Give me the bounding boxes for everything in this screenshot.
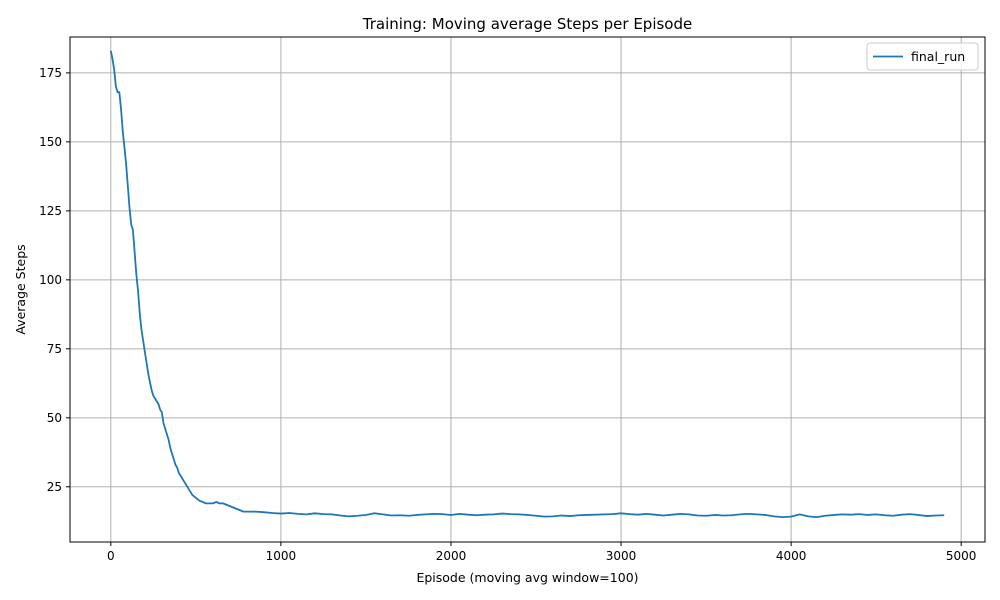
y-tick-label: 150 [39,135,62,149]
legend-box [866,42,979,71]
chart-title: Training: Moving average Steps per Episo… [362,15,692,33]
series-layer [109,50,945,519]
y-tick-label: 25 [47,480,62,494]
plot-frame [69,36,986,543]
legend-label-final-run: final_run [911,49,965,64]
y-tick-label: 75 [47,342,62,356]
y-tick-label: 100 [39,273,62,287]
x-tick-label: 0 [107,549,115,563]
grid [70,37,985,542]
y-tick-label: 175 [39,66,62,80]
series-line-final-run [109,50,945,519]
legend: final_run [866,42,979,71]
x-tick-label: 4000 [776,549,807,563]
x-tick-label: 5000 [946,549,977,563]
ticks: 0 1000 2000 3000 4000 5000 25 50 75 100 125 150 175 [39,66,976,563]
x-axis-title: Episode (moving avg window=100) [416,570,638,585]
x-tick-label: 2000 [436,549,467,563]
y-tick-label: 125 [39,204,62,218]
x-tick-label: 3000 [606,549,637,563]
y-axis-title: Average Steps [13,244,28,334]
y-tick-label: 50 [47,411,62,425]
x-tick-label: 1000 [266,549,297,563]
